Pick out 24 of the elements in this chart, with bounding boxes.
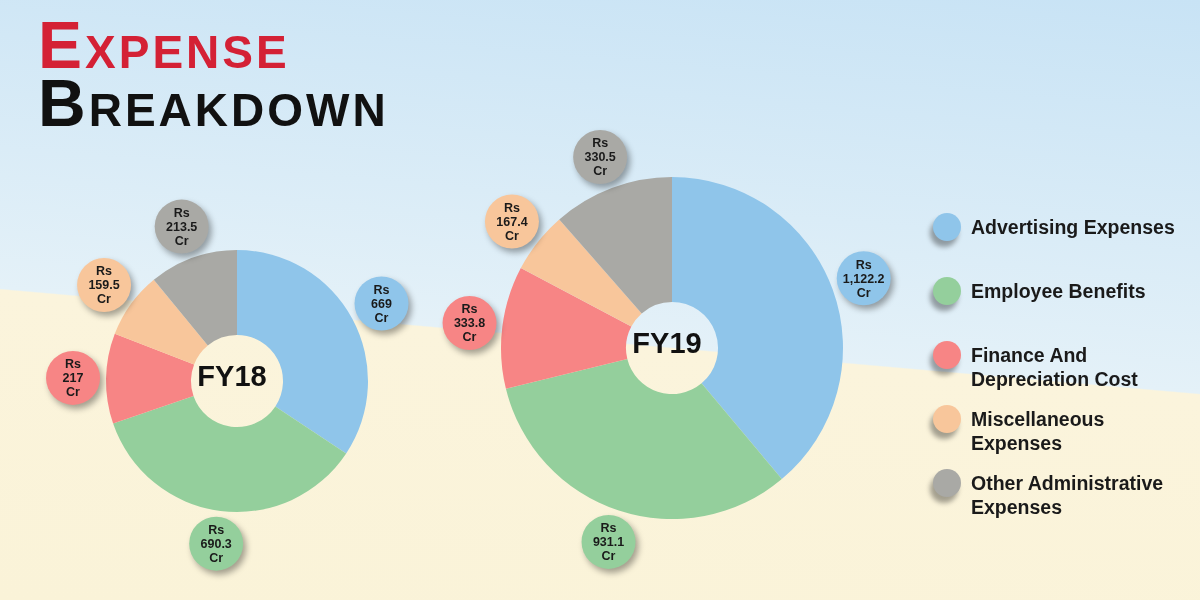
- donut-slice: [505, 358, 782, 519]
- text: FY19: [632, 327, 702, 359]
- data-label: Rs 931.1 Cr: [592, 521, 625, 564]
- data-label: Rs 213.5 Cr: [166, 205, 198, 248]
- data-label: Rs 1,122.2 Cr: [842, 257, 885, 300]
- legend-label: Advertising Expenses: [971, 216, 1175, 238]
- donut-slice: [113, 395, 347, 512]
- data-label: Rs 669 Cr: [371, 282, 392, 325]
- donut-slice: [106, 333, 195, 424]
- donut-slice: [501, 268, 632, 389]
- data-label: Rs 690.3 Cr: [200, 523, 232, 566]
- legend-label: Other Administrative Expenses: [971, 472, 1164, 518]
- donut-slice: [153, 250, 237, 346]
- data-label: Rs 167.4 Cr: [496, 200, 528, 243]
- legend-label: Miscellaneous Expenses: [971, 408, 1105, 454]
- data-label: Rs 217 Cr: [62, 357, 84, 400]
- data-label: Rs 330.5 Cr: [584, 136, 616, 179]
- data-label: Rs 333.8 Cr: [453, 302, 486, 345]
- data-label: Rs 159.5 Cr: [88, 264, 120, 307]
- legend-label: Employee Benefits: [971, 280, 1146, 302]
- text: FY18: [197, 360, 267, 392]
- chart-title: Expense Breakdown: [38, 8, 389, 140]
- legend-label: Finance And Depreciation Cost: [971, 344, 1138, 390]
- donut-slice: [559, 177, 672, 314]
